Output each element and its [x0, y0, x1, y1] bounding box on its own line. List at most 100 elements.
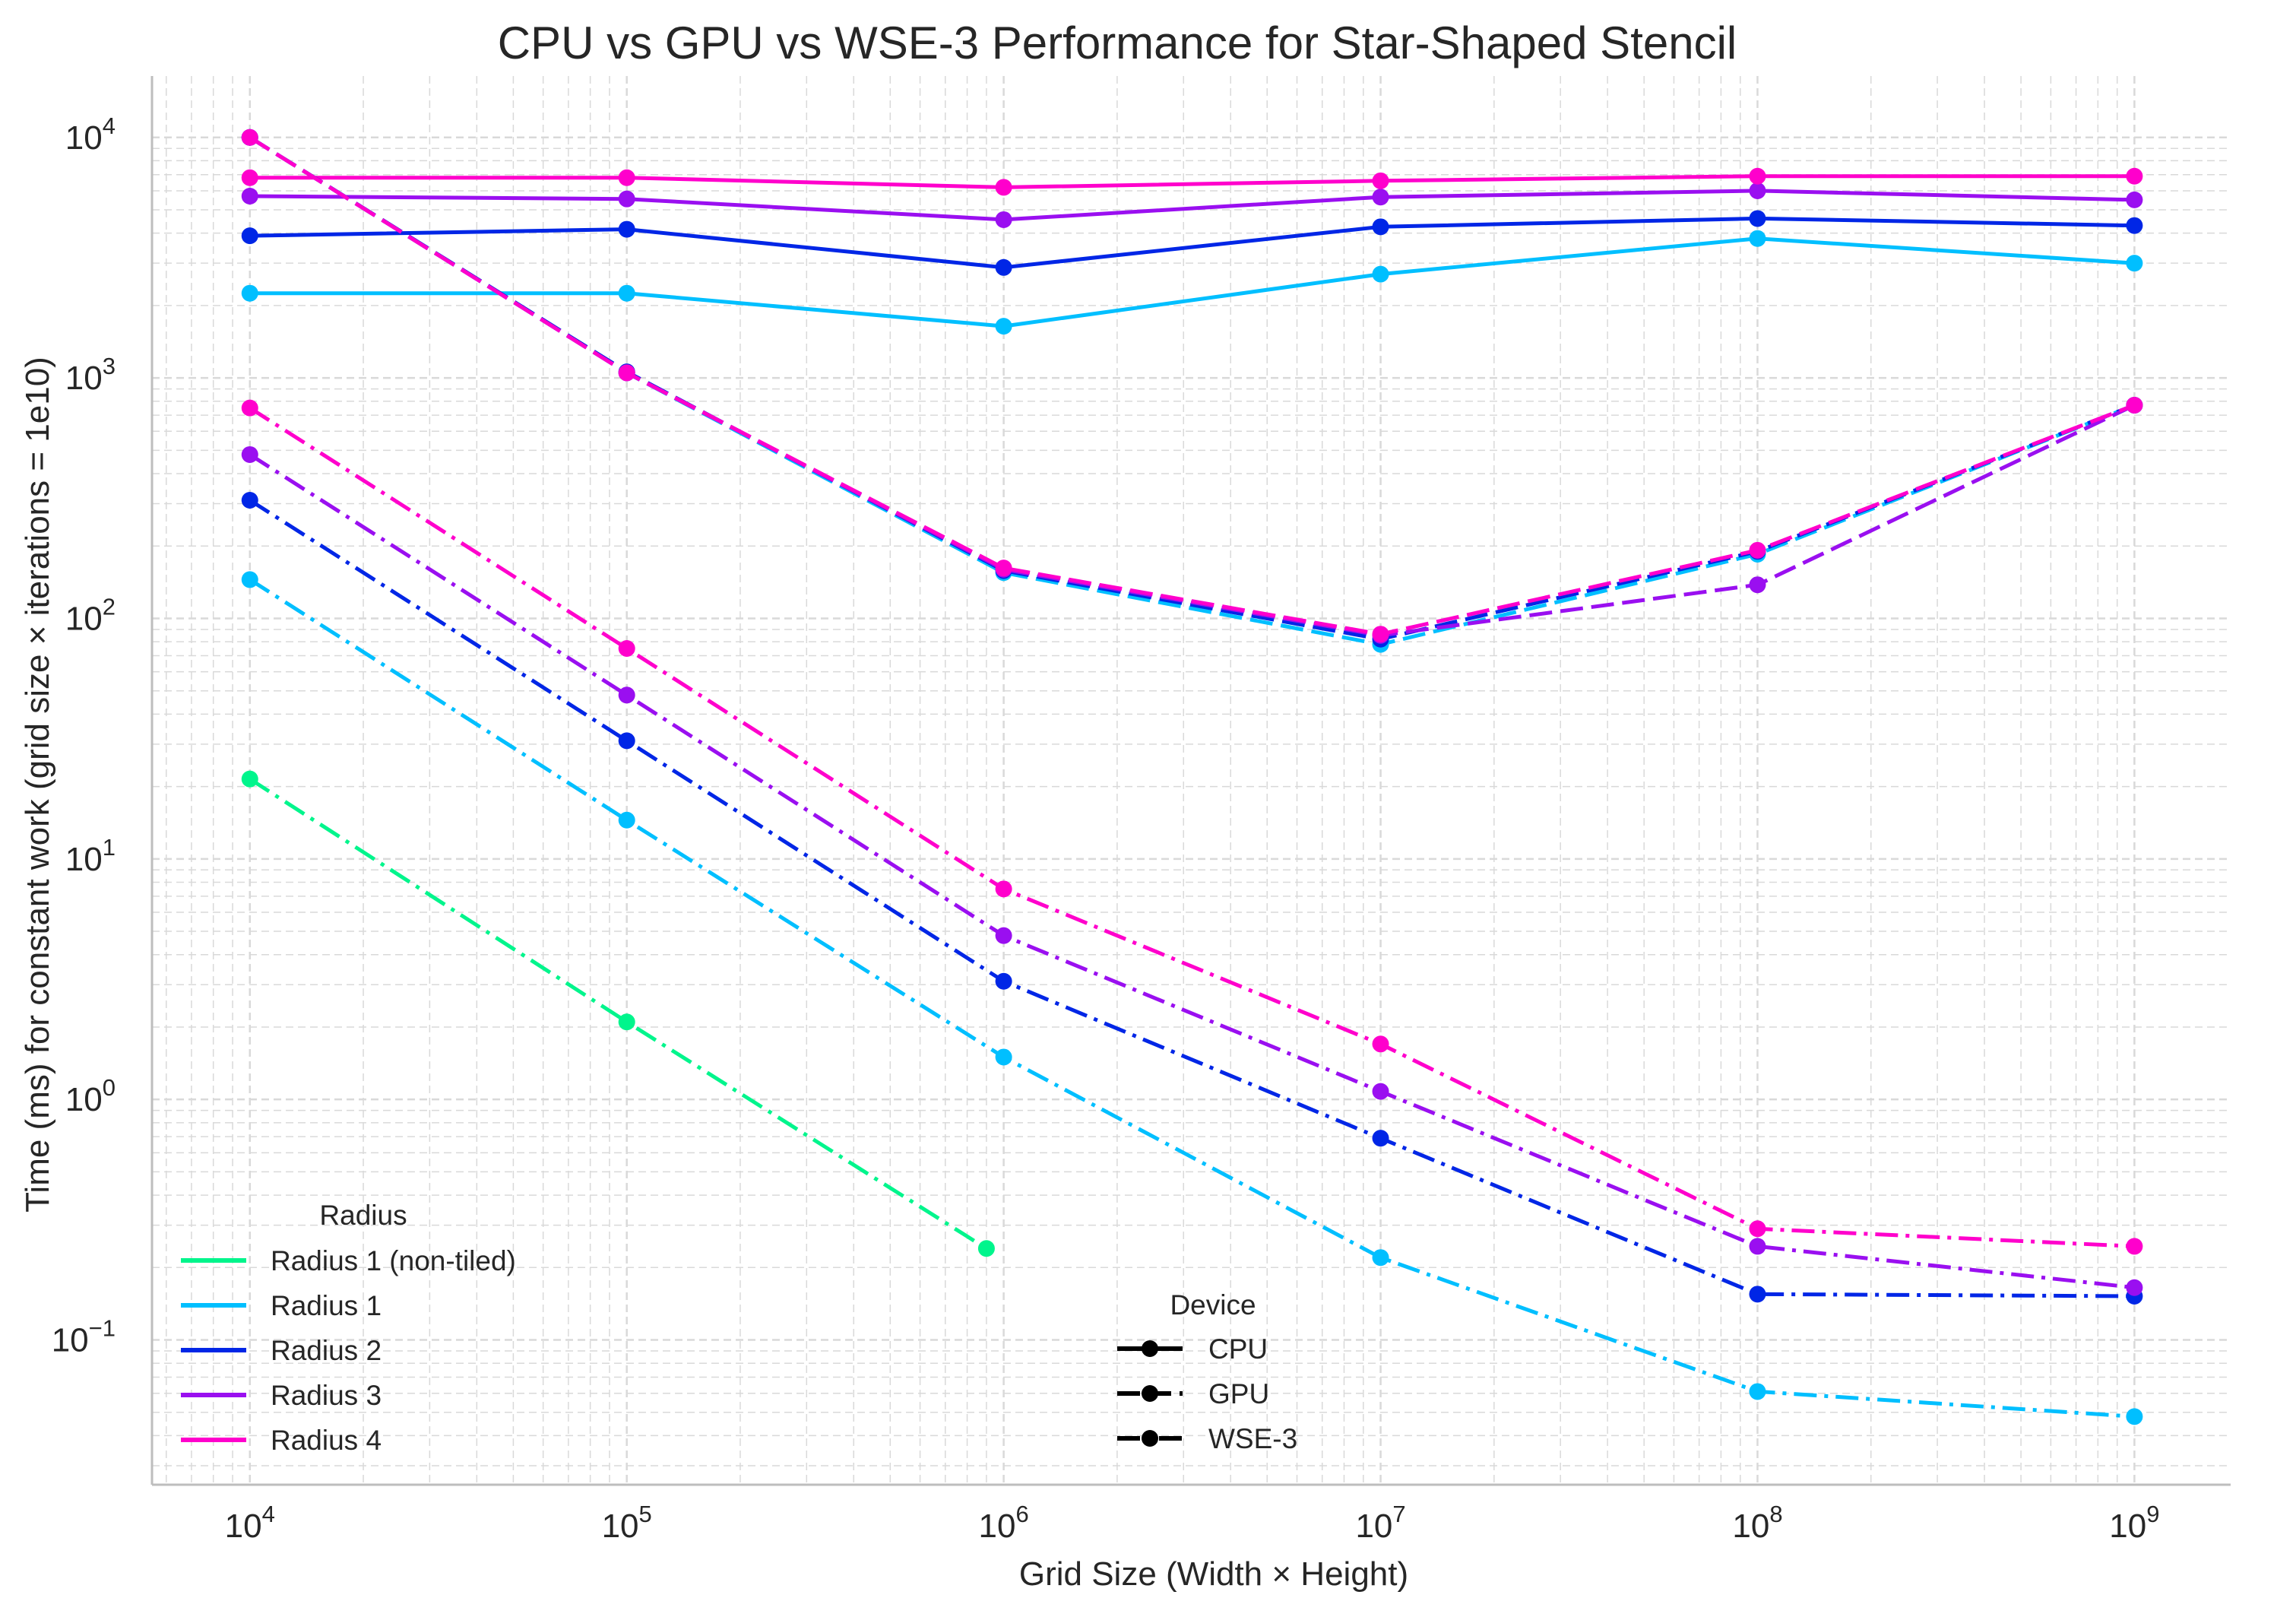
data-point — [2126, 255, 2143, 272]
data-point — [241, 284, 258, 302]
x-tick-label: 105 — [602, 1501, 652, 1545]
data-point — [1749, 1238, 1766, 1255]
y-tick-label: 10−1 — [52, 1315, 116, 1359]
data-point — [241, 187, 258, 205]
series-radius-3-cpu — [241, 182, 2143, 228]
series-radius-3-gpu — [241, 128, 2143, 644]
series — [241, 128, 2143, 1425]
data-point — [1749, 541, 1766, 559]
data-point — [1372, 1249, 1389, 1267]
radius-legend-entry: Radius 1 — [181, 1290, 382, 1321]
data-point — [1749, 167, 1766, 185]
data-point — [2126, 1238, 2143, 1255]
data-point — [995, 258, 1012, 276]
data-point — [995, 927, 1012, 944]
series-radius-2-wse-3 — [241, 492, 2143, 1305]
data-point — [1749, 1220, 1766, 1238]
axes — [150, 76, 2231, 1486]
data-point — [2126, 191, 2143, 208]
data-point — [995, 179, 1012, 196]
x-tick-label: 108 — [1732, 1501, 1782, 1545]
series-line — [249, 777, 988, 1251]
data-point — [1749, 1286, 1766, 1303]
data-point — [1372, 189, 1389, 206]
data-point — [2126, 397, 2143, 414]
x-tick-label: 104 — [225, 1501, 275, 1545]
data-point — [2126, 167, 2143, 185]
series-line — [249, 578, 2135, 1419]
y-tick-label: 100 — [65, 1074, 116, 1118]
series-radius-4-cpu — [241, 167, 2143, 196]
legend-label: Radius 1 (non-tiled) — [271, 1245, 516, 1276]
data-point — [995, 972, 1012, 990]
data-point — [241, 445, 258, 463]
data-point — [618, 169, 635, 186]
data-point — [1372, 1035, 1389, 1053]
series-line — [249, 236, 2135, 328]
series-line — [249, 452, 2135, 1290]
radius-legend-title: Radius — [319, 1200, 407, 1231]
series-line — [249, 498, 2135, 1298]
radius-legend-entry: Radius 2 — [181, 1335, 382, 1366]
data-point — [618, 364, 635, 382]
series-line — [249, 189, 2135, 222]
x-tick-label: 109 — [2109, 1501, 2159, 1545]
data-point — [1372, 218, 1389, 236]
data-point — [1749, 230, 1766, 247]
series-radius-1-non-tiled-wse-3 — [241, 770, 995, 1257]
data-point — [1372, 172, 1389, 189]
radius-legend-entry: Radius 3 — [181, 1380, 382, 1411]
series-radius-4-wse-3 — [241, 399, 2143, 1255]
data-point — [1372, 1130, 1389, 1147]
series-line — [249, 216, 2135, 270]
data-point — [1372, 265, 1389, 283]
data-point — [618, 811, 635, 829]
legend-label: CPU — [1208, 1333, 1268, 1365]
data-point — [977, 1240, 995, 1257]
radius-legend-entry: Radius 1 (non-tiled) — [181, 1245, 516, 1276]
series-line — [249, 406, 2135, 1248]
data-point — [241, 492, 258, 509]
data-point — [1372, 1083, 1389, 1100]
data-point — [241, 770, 258, 788]
x-tick-label: 107 — [1355, 1501, 1405, 1545]
series-radius-1-wse-3 — [241, 571, 2143, 1425]
data-point — [241, 571, 258, 588]
data-point — [2126, 217, 2143, 234]
data-point — [1749, 576, 1766, 594]
radius-legend: Radius Radius 1 (non-tiled) Radius 1 Radiu… — [181, 1200, 516, 1456]
data-point — [618, 732, 635, 750]
data-point — [2126, 1279, 2143, 1296]
chart-title: CPU vs GPU vs WSE-3 Performance for Star… — [498, 17, 1737, 68]
legend-label: Radius 1 — [271, 1290, 382, 1321]
data-point — [618, 190, 635, 208]
x-tick-label: 106 — [979, 1501, 1029, 1545]
data-point — [241, 128, 258, 146]
legend-label: Radius 3 — [271, 1380, 382, 1411]
series-line — [249, 174, 2135, 189]
series-radius-3-wse-3 — [241, 445, 2143, 1296]
series-radius-2-cpu — [241, 210, 2143, 276]
tick-labels: 104 105 106 107 108 109 10−1 100 101 102 103 104 — [52, 113, 2160, 1545]
y-axis-label: Time (ms) for constant work (grid size ×… — [19, 357, 56, 1213]
data-point — [618, 639, 635, 657]
series-line — [249, 135, 2136, 636]
series-line — [249, 135, 2136, 642]
legend-label: WSE-3 — [1208, 1423, 1297, 1454]
data-point — [995, 1048, 1012, 1066]
data-point — [995, 211, 1012, 228]
legend-marker — [1142, 1385, 1158, 1402]
legend-label: Radius 2 — [271, 1335, 382, 1366]
device-legend: Device CPU GPU WSE-3 — [1117, 1289, 1297, 1454]
grid — [152, 76, 2231, 1485]
data-point — [618, 284, 635, 302]
data-point — [995, 560, 1012, 577]
data-point — [241, 169, 258, 186]
device-legend-entry: CPU — [1117, 1333, 1268, 1365]
legend-label: Radius 4 — [271, 1425, 382, 1456]
data-point — [618, 220, 635, 238]
series-line — [249, 135, 2136, 638]
data-point — [995, 318, 1012, 335]
device-legend-entry: WSE-3 — [1117, 1423, 1297, 1454]
